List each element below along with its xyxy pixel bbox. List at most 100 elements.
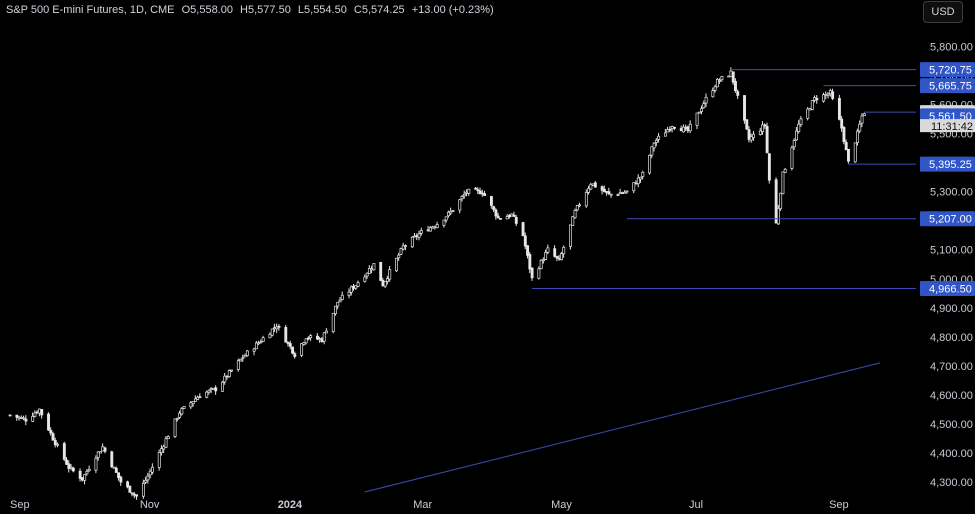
candle-body [799, 118, 803, 125]
candle-body [207, 389, 211, 393]
candle-body [499, 218, 502, 220]
candle-body [797, 123, 801, 132]
y-tick-label: 4,900.00 [930, 303, 973, 315]
y-tick-label: 4,800.00 [930, 332, 973, 344]
candle-body [686, 126, 690, 131]
candle-body [110, 451, 114, 468]
candle-body [844, 142, 848, 151]
candle-body [489, 196, 493, 206]
candle-body [69, 466, 73, 469]
candle-body [578, 204, 582, 207]
candle-body [336, 301, 340, 307]
candle-body [241, 357, 245, 360]
candle-body [112, 466, 116, 469]
price-level-label: 5,207.00 [929, 214, 972, 226]
candle-body [221, 381, 224, 392]
candle-body [277, 325, 281, 328]
candle-body [654, 139, 658, 143]
candle-body [480, 192, 484, 195]
y-tick-label: 4,500.00 [930, 419, 973, 431]
currency-button[interactable]: USD [923, 1, 963, 23]
candle-body [404, 245, 408, 247]
candle-body [555, 255, 559, 259]
candle-body [541, 259, 545, 262]
candle-body [715, 79, 719, 88]
candle-body [209, 388, 213, 390]
candle-body [822, 94, 826, 102]
countdown-label: 11:31:42 [931, 121, 973, 133]
candle-body [173, 418, 177, 437]
candle-body [15, 414, 19, 418]
candle-body [618, 192, 622, 195]
price-level-badge [920, 280, 975, 296]
candle-body [510, 213, 514, 217]
candle-body [166, 436, 170, 440]
candle-body [119, 476, 123, 483]
candle-body [526, 245, 530, 256]
price-level-badge [920, 156, 975, 172]
candle-body [223, 375, 227, 383]
candle-body [609, 193, 613, 196]
candle-body [790, 147, 794, 169]
candle-body [713, 86, 717, 91]
candle-body [349, 286, 353, 293]
candle-body [442, 219, 446, 226]
candle-body [96, 451, 100, 458]
candle-body [356, 282, 360, 287]
candle-body [275, 326, 279, 330]
candle-body [302, 342, 306, 345]
candle-body [736, 91, 740, 96]
symbol-title: S&P 500 E-mini Futures, 1D, CME [6, 4, 175, 16]
candle-body [824, 93, 828, 96]
candle-body [257, 342, 261, 345]
candle-body [447, 211, 450, 217]
candle-body [639, 176, 643, 180]
candle-body [130, 492, 134, 495]
candle-body [569, 224, 572, 247]
candle-body [666, 129, 670, 133]
candle-body [663, 132, 667, 137]
candle-body [239, 358, 243, 362]
trendline [364, 362, 881, 493]
candle-body [126, 481, 130, 488]
y-tick-label: 4,600.00 [930, 390, 973, 402]
candle-body [462, 193, 466, 197]
candle-body [571, 216, 575, 226]
candle-body [338, 299, 342, 303]
candle-body [419, 230, 423, 234]
candle-body [268, 333, 272, 339]
candle-body [625, 190, 629, 193]
candle-body [695, 112, 699, 126]
candle-body [24, 418, 28, 422]
candle-body [621, 192, 624, 194]
candle-body [808, 108, 812, 111]
x-tick-label: Jul [689, 499, 703, 511]
candle-body [494, 209, 498, 217]
candle-body [553, 248, 557, 257]
candle-body [284, 327, 288, 343]
candle-body [67, 463, 71, 469]
candle-body [71, 467, 75, 472]
candle-body [573, 210, 577, 219]
candle-body [288, 343, 292, 347]
ohlc-close: C5,574.25 [353, 4, 405, 16]
candle-body [157, 452, 161, 468]
candle-body [193, 398, 197, 402]
candle-body [352, 285, 356, 289]
candle-body [388, 269, 392, 280]
candle-body [243, 354, 247, 358]
candle-body [774, 179, 778, 224]
candle-body [600, 186, 604, 191]
candle-body [810, 100, 814, 110]
candle-body [426, 229, 430, 232]
candle-body [840, 118, 844, 129]
candle-body [670, 126, 674, 130]
candle-body [602, 188, 606, 193]
candle-body [465, 191, 469, 194]
candle-body [745, 119, 749, 130]
candle-body [607, 191, 611, 195]
candle-body [702, 103, 706, 109]
candle-body [56, 443, 60, 446]
candle-body [847, 148, 850, 162]
